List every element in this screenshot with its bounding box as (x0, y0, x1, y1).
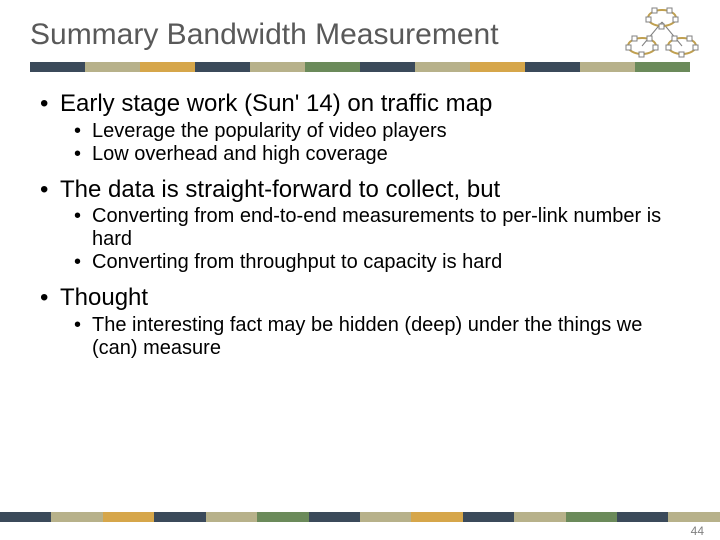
page-number: 44 (691, 524, 704, 538)
network-cluster-icon (622, 6, 702, 62)
bullet-level1: •Thought (40, 284, 680, 312)
bullet-level2: •The interesting fact may be hidden (dee… (74, 314, 680, 360)
bullet-level2: •Leverage the popularity of video player… (74, 120, 680, 143)
bullet-text: Leverage the popularity of video players (92, 120, 447, 143)
bullet-level2: •Low overhead and high coverage (74, 143, 680, 166)
bullet-text: Early stage work (Sun' 14) on traffic ma… (60, 90, 492, 118)
title-underline-stripe (30, 62, 690, 72)
bullet-text: Converting from end-to-end measurements … (92, 205, 680, 251)
bullet-text: Converting from throughput to capacity i… (92, 251, 502, 274)
bullet-level1: •Early stage work (Sun' 14) on traffic m… (40, 90, 680, 118)
bullet-text: The data is straight-forward to collect,… (60, 176, 500, 204)
bullet-text: The interesting fact may be hidden (deep… (92, 314, 680, 360)
bullet-level2: •Converting from end-to-end measurements… (74, 205, 680, 251)
slide-title: Summary Bandwidth Measurement (30, 18, 720, 52)
bullet-text: Thought (60, 284, 148, 312)
bottom-stripe (0, 512, 720, 522)
bullet-text: Low overhead and high coverage (92, 143, 388, 166)
bullet-level2: •Converting from throughput to capacity … (74, 251, 680, 274)
slide-content: •Early stage work (Sun' 14) on traffic m… (0, 72, 720, 360)
bullet-level1: •The data is straight-forward to collect… (40, 176, 680, 204)
